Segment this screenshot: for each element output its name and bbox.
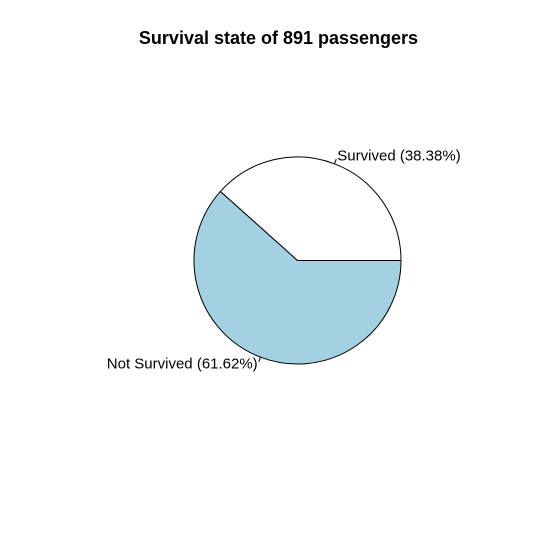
pie-label-1: Not Survived (61.62%) (107, 356, 258, 373)
pie-leader-1 (258, 357, 262, 363)
pie-slice-0 (219, 156, 402, 261)
pie-label-0: Survived (38.38%) (337, 147, 460, 164)
chart-title: Survival state of 891 passengers (138, 28, 419, 48)
pie-leader-0 (333, 158, 337, 164)
